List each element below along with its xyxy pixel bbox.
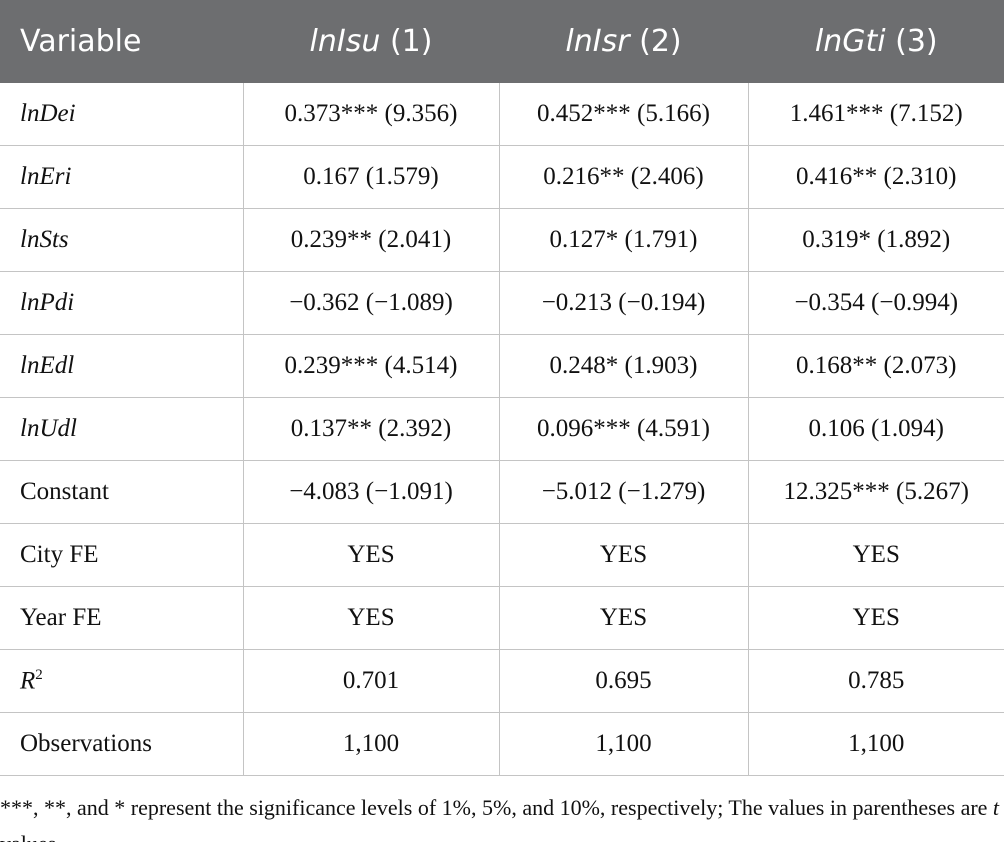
variable-cell: R2: [0, 649, 244, 713]
table-row: lnDei 0.373*** (9.356) 0.452*** (5.166) 1.4…: [0, 82, 1004, 146]
value-cell: 0.106 (1.094): [747, 397, 1004, 461]
value-cell: 1,100: [747, 712, 1004, 776]
variable-cell: Constant: [0, 460, 244, 524]
variable-cell: City FE: [0, 523, 244, 587]
header-name: lnIsu: [309, 24, 381, 59]
value-cell: 0.168** (2.073): [747, 334, 1004, 398]
variable-cell: lnEri: [0, 145, 244, 209]
footnote: ***, **, and * represent the significanc…: [0, 790, 1000, 842]
variable-cell: lnEdl: [0, 334, 244, 398]
variable-name: lnDei: [20, 100, 76, 127]
value-cell: 0.416** (2.310): [747, 145, 1004, 209]
variable-name: Observations: [20, 730, 152, 757]
value-cell: 0.701: [242, 649, 500, 713]
table-row: Year FE YES YES YES: [0, 586, 1004, 650]
table-row: R2 0.701 0.695 0.785: [0, 649, 1004, 713]
variable-name: Year FE: [20, 604, 102, 631]
table-row: Constant −4.083 (−1.091) −5.012 (−1.279) 12…: [0, 460, 1004, 524]
header-cell: Variable: [0, 0, 244, 83]
value-cell: 0.452*** (5.166): [498, 82, 749, 146]
variable-name: lnEdl: [20, 352, 75, 379]
value-cell: 1,100: [242, 712, 500, 776]
value-cell: −4.083 (−1.091): [242, 460, 500, 524]
variable-cell: Observations: [0, 712, 244, 776]
header-num: (3): [895, 24, 938, 59]
variable-cell: lnSts: [0, 208, 244, 272]
value-cell: 0.695: [498, 649, 749, 713]
value-cell: 1,100: [498, 712, 749, 776]
value-cell: 0.137** (2.392): [242, 397, 500, 461]
table-row: lnUdl 0.137** (2.392) 0.096*** (4.591) 0.10…: [0, 397, 1004, 461]
header-cell: lnIsu (1): [242, 0, 500, 83]
value-cell: YES: [747, 586, 1004, 650]
value-cell: 0.127* (1.791): [498, 208, 749, 272]
header-name: lnGti: [814, 24, 886, 59]
variable-cell: lnDei: [0, 82, 244, 146]
value-cell: 0.319* (1.892): [747, 208, 1004, 272]
table-row: lnSts 0.239** (2.041) 0.127* (1.791) 0.319*…: [0, 208, 1004, 272]
note-text: values.: [0, 831, 62, 842]
value-cell: −0.354 (−0.994): [747, 271, 1004, 335]
header-name: lnIsr: [565, 24, 630, 59]
value-cell: 0.373*** (9.356): [242, 82, 500, 146]
note-italic: t: [992, 795, 1000, 820]
value-cell: 0.167 (1.579): [242, 145, 500, 209]
value-cell: 1.461*** (7.152): [747, 82, 1004, 146]
variable-cell: lnUdl: [0, 397, 244, 461]
header-cell: lnIsr (2): [498, 0, 749, 83]
value-cell: 0.248* (1.903): [498, 334, 749, 398]
variable-name: City FE: [20, 541, 99, 568]
table-body: lnDei 0.373*** (9.356) 0.452*** (5.166) 1.4…: [0, 82, 1004, 776]
variable-name: Constant: [20, 478, 109, 505]
table-row: Observations 1,100 1,100 1,100: [0, 712, 1004, 776]
value-cell: 0.239** (2.041): [242, 208, 500, 272]
table-row: City FE YES YES YES: [0, 523, 1004, 587]
header-cell: lnGti (3): [747, 0, 1004, 83]
value-cell: 0.096*** (4.591): [498, 397, 749, 461]
value-cell: YES: [498, 586, 749, 650]
header-num: (2): [639, 24, 682, 59]
variable-name: lnPdi: [20, 289, 75, 316]
header-row: Variable lnIsu (1) lnIsr (2) lnGti (3): [0, 0, 1004, 83]
value-cell: −0.362 (−1.089): [242, 271, 500, 335]
value-cell: YES: [747, 523, 1004, 587]
value-cell: YES: [242, 523, 500, 587]
variable-name: lnUdl: [20, 415, 77, 442]
table-row: lnEdl 0.239*** (4.514) 0.248* (1.903) 0.168…: [0, 334, 1004, 398]
table-header: Variable lnIsu (1) lnIsr (2) lnGti (3): [0, 0, 1004, 83]
value-cell: YES: [498, 523, 749, 587]
variable-name: R: [20, 667, 36, 695]
variable-cell: lnPdi: [0, 271, 244, 335]
note-text: ***, **, and * represent the significanc…: [0, 795, 993, 820]
superscript: 2: [35, 666, 43, 683]
variable-name: lnEri: [20, 163, 72, 190]
value-cell: −0.213 (−0.194): [498, 271, 749, 335]
value-cell: −5.012 (−1.279): [498, 460, 749, 524]
value-cell: 0.785: [747, 649, 1004, 713]
table-row: lnEri 0.167 (1.579) 0.216** (2.406) 0.416**…: [0, 145, 1004, 209]
value-cell: 0.216** (2.406): [498, 145, 749, 209]
value-cell: 0.239*** (4.514): [242, 334, 500, 398]
value-cell: 12.325*** (5.267): [747, 460, 1004, 524]
header-num: (1): [389, 24, 433, 59]
results-table: Variable lnIsu (1) lnIsr (2) lnGti (3) lnDe…: [0, 0, 1004, 776]
variable-name: lnSts: [20, 226, 69, 253]
table-row: lnPdi −0.362 (−1.089) −0.213 (−0.194) −0.35…: [0, 271, 1004, 335]
variable-cell: Year FE: [0, 586, 244, 650]
value-cell: YES: [242, 586, 500, 650]
